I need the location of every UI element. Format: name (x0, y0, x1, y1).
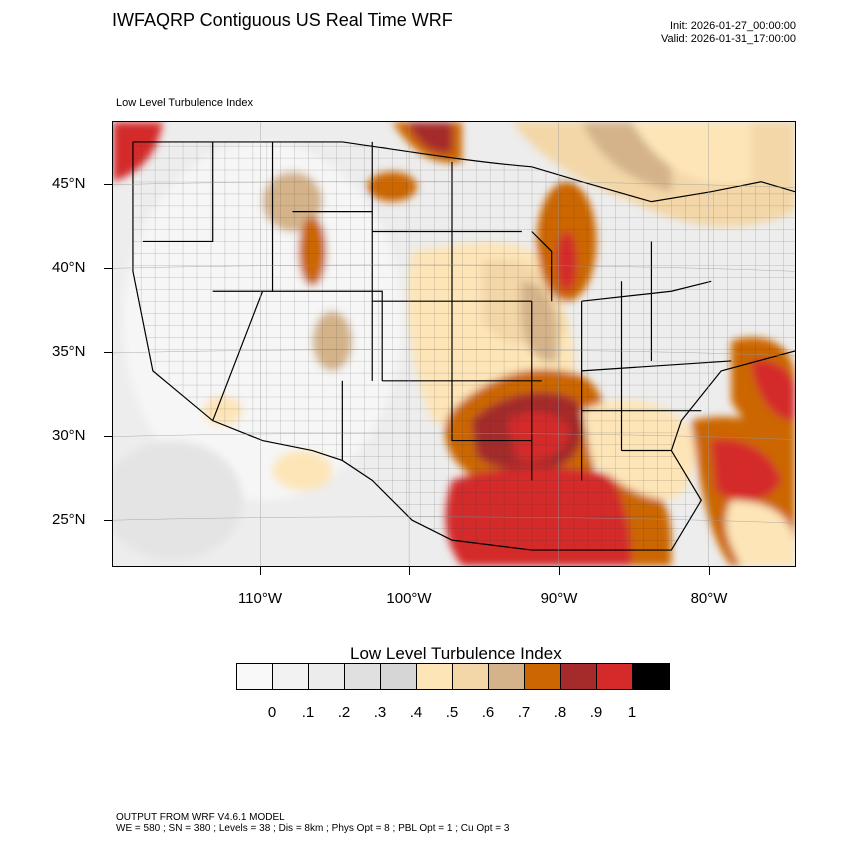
lon-label-80w: 80°W (690, 590, 728, 607)
lat-label-45n: 45°N (52, 175, 86, 192)
legend-swatch (417, 664, 453, 689)
lat-tick (104, 268, 112, 269)
legend-swatch (345, 664, 381, 689)
legend-swatch (381, 664, 417, 689)
footer-model-line: OUTPUT FROM WRF V4.6.1 MODEL (116, 812, 285, 823)
model-footer: OUTPUT FROM WRF V4.6.1 MODEL WE = 580 ; … (116, 812, 509, 834)
lon-label-90w: 90°W (540, 590, 578, 607)
graticule (113, 122, 795, 566)
lon-label-110w: 110°W (237, 590, 283, 607)
legend-label: 0 (267, 704, 277, 721)
legend-label: .8 (553, 704, 567, 721)
legend-swatch (633, 664, 669, 689)
lat-label-25n: 25°N (52, 511, 86, 528)
lat-tick (104, 520, 112, 521)
lon-tick (409, 567, 410, 575)
legend-swatch (237, 664, 273, 689)
main-title: IWFAQRP Contiguous US Real Time WRF (112, 10, 453, 30)
legend-label: .4 (409, 704, 423, 721)
init-time: Init: 2026-01-27_00:00:00 (670, 20, 796, 32)
legend-label: .1 (301, 704, 315, 721)
lon-tick (709, 567, 710, 575)
legend-label: .9 (589, 704, 603, 721)
valid-time: Valid: 2026-01-31_17:00:00 (661, 33, 796, 45)
lat-tick (104, 436, 112, 437)
footer-config-line: WE = 580 ; SN = 380 ; Levels = 38 ; Dis … (116, 823, 510, 834)
lat-tick (104, 184, 112, 185)
lon-tick (559, 567, 560, 575)
legend-label: 1 (627, 704, 637, 721)
map-panel (112, 121, 796, 567)
legend-swatch (453, 664, 489, 689)
county-lines (132, 141, 795, 551)
turbulence-map (113, 122, 795, 566)
legend-swatch (273, 664, 309, 689)
legend-title: Low Level Turbulence Index (350, 644, 562, 663)
legend-swatch (597, 664, 633, 689)
lat-label-35n: 35°N (52, 343, 86, 360)
legend-swatch (561, 664, 597, 689)
legend-swatch (309, 664, 345, 689)
legend-label: .3 (373, 704, 387, 721)
lat-label-30n: 30°N (52, 427, 86, 444)
legend-swatch (489, 664, 525, 689)
lon-tick (260, 567, 261, 575)
legend-label: .7 (517, 704, 531, 721)
legend-label: .6 (481, 704, 495, 721)
legend-label: .2 (337, 704, 351, 721)
init-valid-times: Init: 2026-01-27_00:00:00 Valid: 2026-01… (661, 20, 796, 46)
map-subtitle: Low Level Turbulence Index (116, 97, 253, 109)
state-boundaries (132, 141, 795, 551)
legend-colorbar (236, 663, 670, 690)
legend-swatch (525, 664, 561, 689)
legend-label: .5 (445, 704, 459, 721)
lat-label-40n: 40°N (52, 259, 86, 276)
lon-label-100w: 100°W (386, 590, 432, 607)
lat-tick (104, 352, 112, 353)
